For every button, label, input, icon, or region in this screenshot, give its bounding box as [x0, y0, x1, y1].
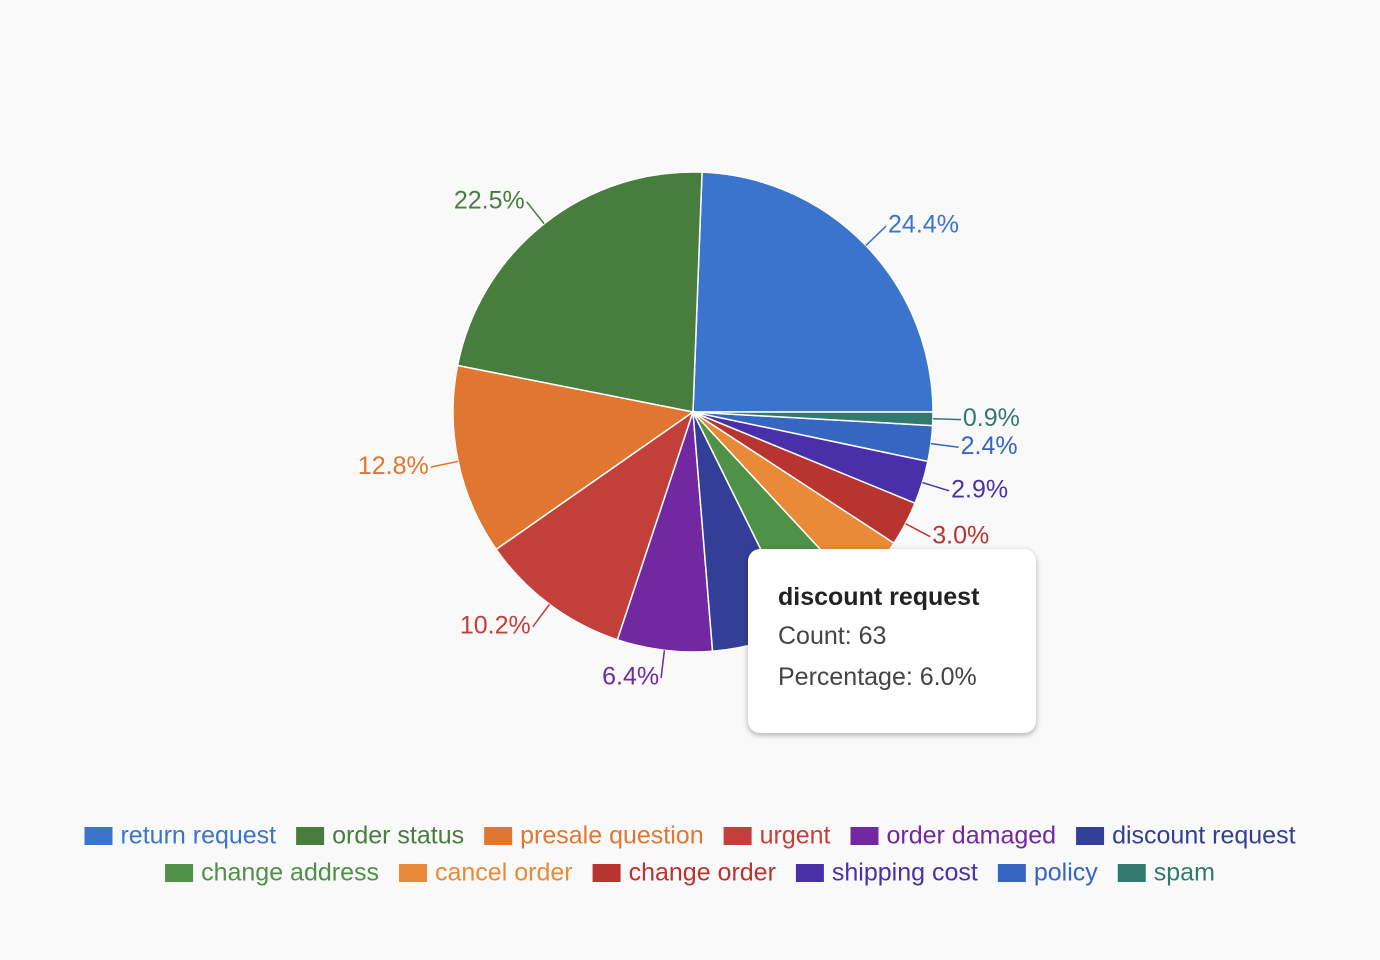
legend-label: change address — [201, 859, 379, 887]
legend-label: shipping cost — [832, 859, 978, 887]
legend-label: order status — [332, 822, 464, 850]
legend-swatch — [296, 827, 325, 845]
pie-slice — [452, 364, 695, 551]
pie-slice — [692, 171, 934, 413]
legend-label: urgent — [760, 822, 831, 850]
legend-item: change address — [165, 859, 379, 887]
legend-item: cancel order — [399, 859, 573, 887]
data-label: 2.4% — [961, 432, 1018, 460]
legend-label: discount request — [1112, 822, 1296, 850]
legend-swatch — [84, 827, 113, 845]
leader-line — [430, 460, 459, 468]
tooltip-line: Percentage: 6.0% — [778, 663, 977, 691]
legend-label: policy — [1034, 859, 1098, 887]
legend-swatch — [1117, 864, 1146, 882]
data-label: 10.2% — [460, 611, 531, 639]
legend-swatch — [723, 827, 752, 845]
legend-label: spam — [1154, 859, 1215, 887]
legend-swatch — [592, 864, 621, 882]
data-label: 3.0% — [932, 521, 989, 549]
legend-item: return request — [84, 822, 276, 850]
data-label: 0.9% — [963, 404, 1020, 432]
legend-item: urgent — [723, 822, 831, 850]
legend-label: return request — [120, 822, 276, 850]
legend-swatch — [1076, 827, 1105, 845]
legend-label: order damaged — [887, 822, 1057, 850]
legend-swatch — [484, 827, 513, 845]
data-label: 12.8% — [358, 452, 429, 480]
legend-swatch — [399, 864, 427, 882]
data-label: 2.9% — [951, 475, 1008, 503]
legend-item: order damaged — [850, 822, 1057, 850]
leader-line — [526, 201, 545, 225]
pie-slice — [456, 171, 703, 413]
pie-slice — [692, 411, 934, 427]
tooltip-title: discount request — [778, 583, 980, 611]
legend-item: presale question — [484, 822, 704, 850]
legend-item: discount request — [1076, 822, 1296, 850]
leader-line — [922, 481, 950, 492]
legend-label: change order — [629, 859, 776, 887]
tooltip: discount request Count: 63 Percentage: 6… — [748, 549, 1036, 733]
legend-item: order status — [296, 822, 464, 850]
data-label: 24.4% — [888, 211, 959, 239]
data-label: 22.5% — [454, 186, 525, 214]
legend-label: presale question — [520, 822, 703, 850]
legend-swatch — [850, 827, 879, 845]
legend-item: policy — [997, 859, 1098, 887]
leader-line — [905, 522, 931, 538]
legend-item: change order — [592, 859, 776, 887]
legend-label: cancel order — [435, 859, 573, 887]
leader-line — [932, 418, 961, 421]
data-label: 6.4% — [602, 663, 659, 691]
leader-line — [930, 442, 959, 449]
tooltip-line: Count: 63 — [778, 622, 887, 650]
leader-line — [660, 650, 666, 679]
legend-swatch — [795, 864, 824, 882]
legend-item: spam — [1117, 859, 1215, 887]
leader-line — [865, 225, 887, 247]
legend-swatch — [165, 864, 194, 882]
legend-swatch — [997, 864, 1026, 882]
legend-item: shipping cost — [795, 859, 978, 887]
leader-line — [532, 603, 551, 628]
